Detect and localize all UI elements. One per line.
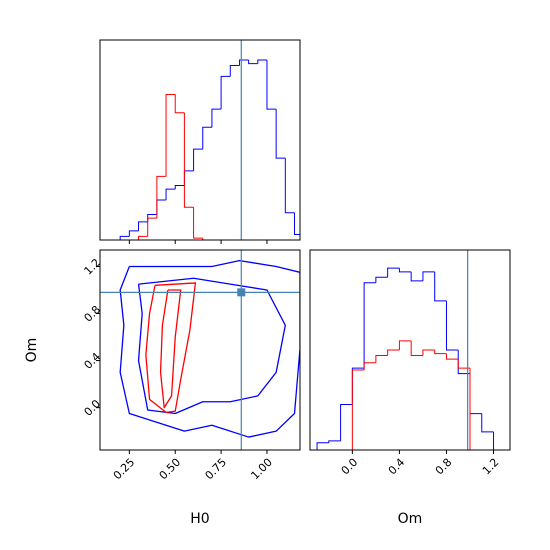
truth-point — [237, 288, 246, 297]
hist-bin — [398, 340, 412, 350]
hist-bin — [457, 350, 470, 375]
hist-bin — [138, 235, 148, 240]
x-tick-label: 0.4 — [386, 456, 408, 478]
hist-bin — [469, 373, 482, 415]
hist-bin — [469, 368, 482, 450]
frame — [99, 39, 301, 241]
hist-bin — [119, 235, 130, 240]
contour — [159, 289, 182, 409]
hist-bin — [183, 112, 194, 208]
frame — [99, 249, 301, 451]
x-tick-label: 0.8 — [433, 456, 455, 478]
hist-bin — [363, 282, 376, 369]
hist-bin — [422, 271, 435, 281]
hist-bin — [229, 64, 240, 77]
x-tick-label: 0.0 — [339, 456, 361, 478]
hist-bin — [457, 359, 470, 369]
hist-bin — [387, 349, 400, 356]
hist-bin — [202, 238, 212, 240]
hist-bin — [156, 175, 167, 219]
hist-bin — [128, 230, 139, 237]
hist-bin — [410, 340, 423, 356]
x-tick-label: 0.25 — [111, 456, 138, 483]
hist-bin — [257, 59, 267, 64]
hist-bin — [211, 108, 222, 128]
hist-bin — [193, 207, 203, 239]
hist-bin — [375, 354, 388, 363]
hist-bin — [284, 158, 295, 214]
hist-bin — [493, 431, 506, 450]
hist-bin — [351, 367, 365, 405]
hist-bin — [422, 349, 435, 356]
hist-bin — [174, 184, 185, 190]
hist-bin — [248, 60, 258, 65]
hist-bin — [174, 94, 185, 114]
x-tick-label: 1.00 — [248, 456, 275, 483]
hist-bin — [147, 217, 157, 237]
hist-bin — [363, 362, 376, 370]
hist-bin — [398, 268, 412, 273]
hist-bin — [165, 188, 176, 200]
x-axis-label: H0 — [190, 511, 209, 527]
x-tick-label: 0.75 — [203, 456, 230, 483]
plot-area — [101, 40, 300, 240]
x-tick-label: 1.2 — [480, 456, 502, 478]
hist-bin — [434, 350, 447, 355]
hist-bin — [183, 170, 194, 186]
contour — [119, 259, 300, 438]
hist-bin — [156, 199, 167, 215]
hist-bin — [375, 276, 388, 283]
hist-bin — [193, 148, 203, 171]
frame — [309, 249, 511, 451]
y-axis-label: Om — [24, 338, 40, 363]
hist-bin — [410, 271, 423, 282]
x-tick-label: 0.50 — [157, 456, 184, 483]
contour — [137, 277, 286, 415]
hist-bin — [293, 212, 300, 236]
hist-bin — [481, 413, 494, 433]
hist-bin — [165, 94, 176, 177]
hist-bin — [220, 75, 231, 110]
hist-bin — [328, 440, 341, 443]
hist-bin — [316, 442, 329, 450]
hist-bin — [445, 353, 459, 360]
hist-bin — [340, 404, 353, 441]
hist-bin — [351, 369, 365, 450]
hist-bin — [387, 267, 400, 278]
hist-bin — [202, 126, 212, 150]
x-axis-label: Om — [398, 511, 423, 527]
hist-bin — [445, 300, 459, 351]
hist-bin — [238, 59, 249, 66]
plot-area — [100, 250, 300, 450]
hist-bin — [275, 109, 286, 159]
plot-area — [316, 250, 506, 450]
contour — [145, 282, 197, 414]
hist-bin — [266, 60, 277, 110]
hist-bin — [434, 271, 447, 302]
hist-bin — [138, 221, 148, 231]
